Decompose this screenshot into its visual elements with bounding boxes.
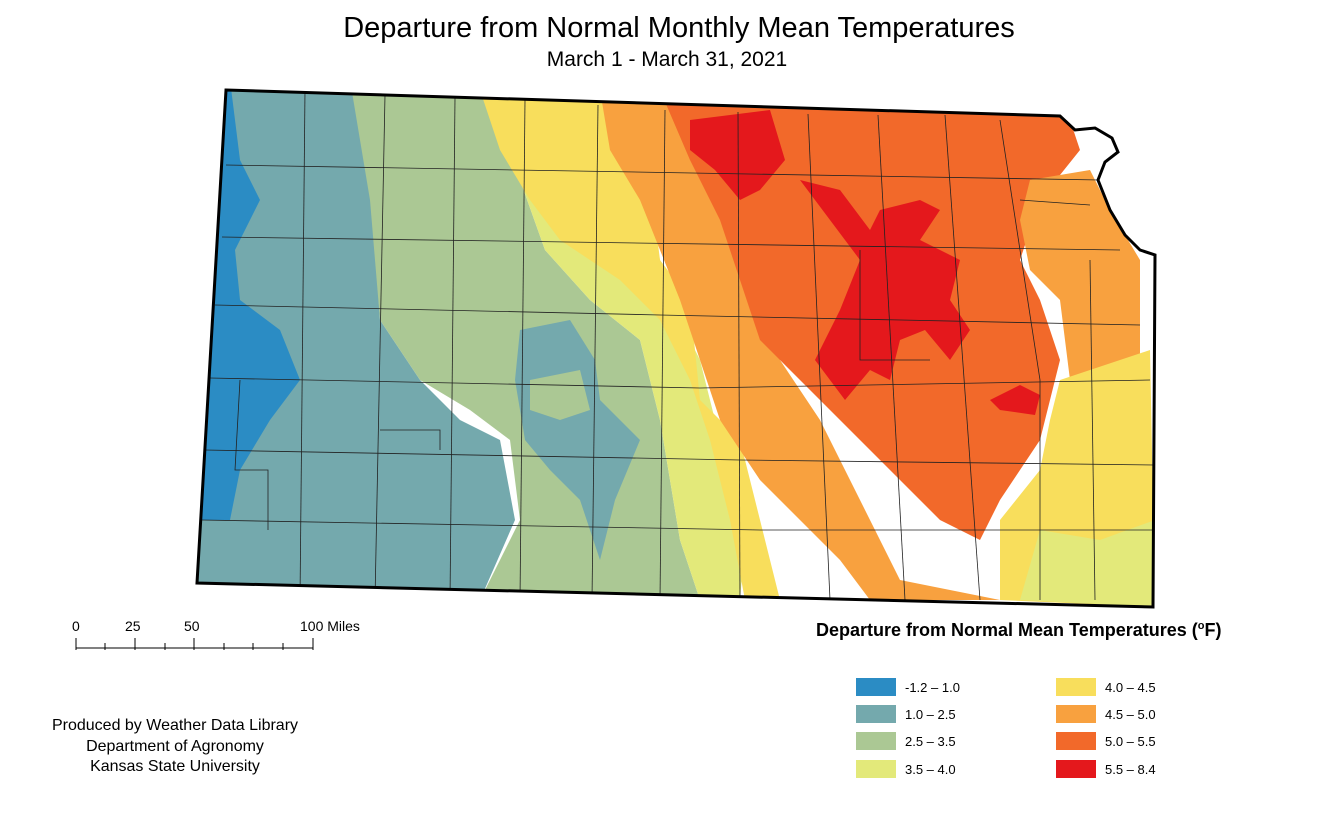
legend-label: 4.5 – 5.0 — [1105, 707, 1156, 722]
legend-swatch — [856, 705, 896, 723]
zone-orange-east — [1020, 170, 1140, 420]
legend-degree-symbol: o — [1197, 620, 1205, 632]
legend-title: Departure from Normal Mean Temperatures … — [816, 620, 1222, 641]
legend-unit: F) — [1204, 620, 1222, 640]
legend-swatch — [1056, 705, 1096, 723]
zone-green-center — [530, 370, 590, 420]
temperature-zones — [197, 90, 1155, 607]
legend-label: 3.5 – 4.0 — [905, 762, 956, 777]
map-title: Departure from Normal Monthly Mean Tempe… — [343, 12, 1015, 44]
legend-label: 5.0 – 5.5 — [1105, 734, 1156, 749]
legend-swatch — [856, 678, 896, 696]
legend-label: 5.5 – 8.4 — [1105, 762, 1156, 777]
zone-red-east — [990, 385, 1040, 415]
legend-title-text: Departure from Normal Mean Temperatures … — [816, 620, 1198, 640]
zone-orange — [600, 90, 1000, 600]
credits: Produced by Weather Data Library Departm… — [20, 716, 330, 778]
scale-label-100: 100 Miles — [300, 618, 360, 634]
credit-line: Department of Agronomy — [86, 737, 264, 755]
legend-label: 4.0 – 4.5 — [1105, 680, 1156, 695]
county-boundaries — [201, 90, 1155, 601]
credit-line: Produced by Weather Data Library — [51, 717, 299, 734]
credit-line: Kansas State University — [90, 758, 260, 775]
scale-label-0: 0 — [72, 618, 80, 634]
map-subtitle: March 1 - March 31, 2021 — [546, 48, 788, 71]
scale-bar-ruler — [75, 638, 314, 650]
scale-bar: 0 25 50 100 Miles — [60, 612, 390, 662]
zone-red-central — [800, 180, 970, 400]
legend-swatch — [1056, 678, 1096, 696]
legend-swatch — [856, 732, 896, 750]
legend-label: 1.0 – 2.5 — [905, 707, 956, 722]
zone-lightyellow-se — [1020, 520, 1155, 607]
legend-label: -1.2 – 1.0 — [905, 680, 960, 695]
legend-swatch — [856, 760, 896, 778]
legend-swatch — [1056, 732, 1096, 750]
zone-yellow — [480, 90, 780, 600]
zone-teal — [197, 90, 515, 600]
kansas-state-outline — [195, 88, 1157, 609]
zone-red-north — [690, 110, 785, 200]
legend-label: 2.5 – 3.5 — [905, 734, 956, 749]
scale-label-50: 50 — [184, 618, 200, 634]
legend-swatch — [1056, 760, 1096, 778]
scale-label-25: 25 — [125, 618, 141, 634]
